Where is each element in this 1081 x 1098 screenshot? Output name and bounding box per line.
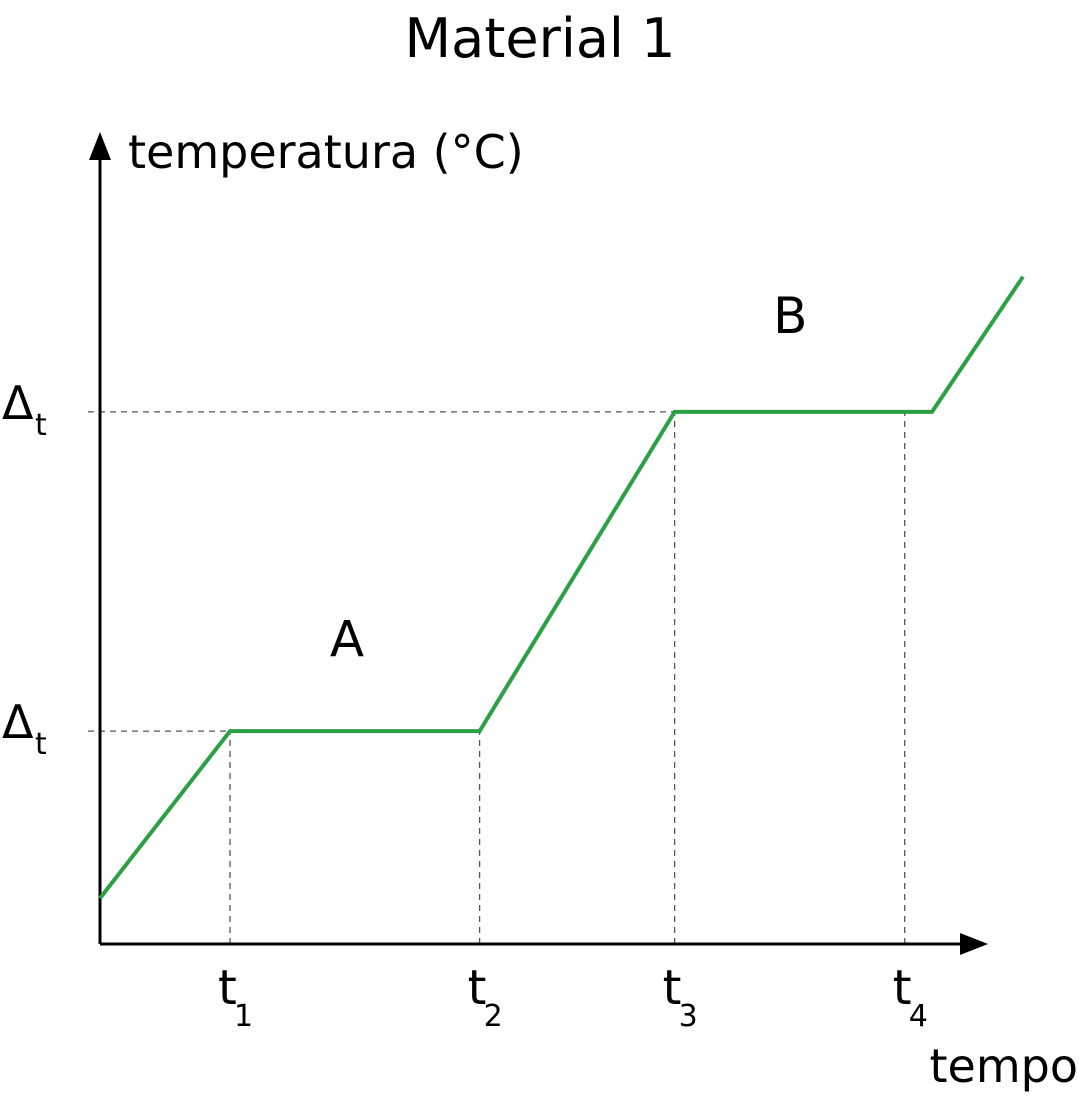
x-tick-label-3: t3 (663, 960, 698, 1034)
x-tick-base: t (663, 960, 682, 1016)
x-axis-arrow-icon (960, 933, 988, 955)
x-tick-subscript: 1 (234, 999, 253, 1034)
annotations-layer: AB (330, 287, 808, 669)
x-tick-label-1: t1 (218, 960, 253, 1034)
annotation-A: A (330, 611, 364, 669)
annotation-B: B (773, 287, 807, 345)
x-tick-base: t (468, 960, 487, 1016)
x-tick-subscript: 3 (679, 999, 698, 1034)
x-tick-label-4: t4 (893, 960, 928, 1034)
x-tick-base: t (893, 960, 912, 1016)
x-tick-label-2: t2 (468, 960, 503, 1034)
y-tick-base: Δ (2, 695, 34, 749)
y-axis-label: temperatura (°C) (128, 125, 524, 179)
chart-title: Material 1 (405, 7, 676, 70)
x-axis-label: tempo (930, 1039, 1079, 1093)
y-tick-base: Δ (2, 376, 34, 430)
x-tick-subscript: 4 (909, 999, 928, 1034)
series-line-0 (98, 275, 1025, 900)
reference-lines (88, 411, 906, 944)
y-tick-subscript: t (35, 408, 47, 443)
series-layer (98, 275, 1025, 900)
y-tick-subscript: t (35, 727, 47, 762)
x-tick-subscript: 2 (484, 999, 503, 1034)
y-axis-arrow-icon (89, 132, 111, 160)
x-tick-base: t (218, 960, 237, 1016)
